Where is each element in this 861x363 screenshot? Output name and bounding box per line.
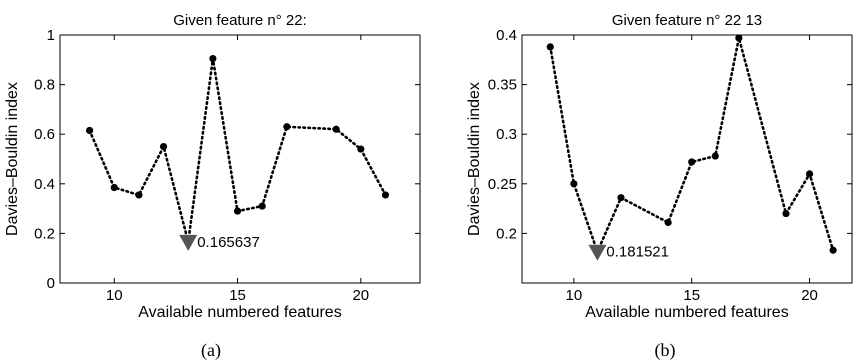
data-point bbox=[159, 143, 168, 151]
y-tick-label: 0.4 bbox=[496, 27, 517, 44]
y-tick-label: 0.35 bbox=[488, 77, 517, 94]
panel-a: Given feature n° 22: 10 15 20 0 0.2 0.4 0.6 0.8 1… bbox=[4, 12, 421, 361]
data-point bbox=[782, 209, 790, 218]
x-axis-label: Available numbered features bbox=[585, 304, 788, 321]
data-point bbox=[711, 152, 719, 160]
plot-frame bbox=[521, 34, 853, 284]
y-tick-label: 0.2 bbox=[34, 225, 55, 242]
data-point bbox=[735, 34, 743, 42]
data-point bbox=[283, 123, 291, 131]
data-point bbox=[829, 246, 837, 254]
data-point bbox=[110, 183, 118, 192]
y-tick-label: 0 bbox=[47, 275, 55, 292]
data-point bbox=[664, 218, 672, 227]
x-axis-label: Available numbered features bbox=[138, 304, 341, 321]
y-tick-label: 1 bbox=[47, 27, 55, 44]
plot-frame bbox=[59, 34, 421, 284]
y-tick-label: 0.3 bbox=[496, 126, 517, 143]
x-tick-label: 15 bbox=[229, 287, 246, 304]
data-point bbox=[85, 126, 94, 135]
data-point bbox=[332, 125, 340, 133]
data-point bbox=[357, 145, 365, 153]
data-point bbox=[688, 158, 696, 166]
x-tick-label: 10 bbox=[106, 287, 123, 304]
data-point bbox=[209, 54, 217, 63]
data-point bbox=[233, 207, 242, 215]
min-marker bbox=[179, 234, 198, 251]
data-point bbox=[570, 180, 578, 188]
y-axis-label: Davies–Bouldin index bbox=[4, 82, 21, 236]
y-tick-label: 0.4 bbox=[34, 176, 55, 193]
y-tick-label: 0.2 bbox=[496, 225, 517, 242]
data-point bbox=[617, 194, 625, 202]
x-tick-label: 15 bbox=[683, 287, 700, 304]
min-value-label: 0.181521 bbox=[606, 244, 669, 261]
data-point bbox=[546, 43, 554, 51]
panel-caption: (b) bbox=[655, 340, 676, 361]
x-tick-label: 10 bbox=[566, 287, 583, 304]
data-point bbox=[258, 202, 266, 210]
chart-title: Given feature n° 22: bbox=[173, 12, 307, 29]
min-marker bbox=[588, 244, 607, 261]
data-point bbox=[135, 191, 143, 199]
chart-title: Given feature n° 22 13 bbox=[612, 12, 762, 29]
y-tick-label: 0.25 bbox=[488, 176, 517, 193]
y-tick-label: 0.8 bbox=[34, 77, 55, 94]
panel-b: Given feature n° 22 13 10 15 20 0.2 0.25 0.3 0.… bbox=[466, 12, 853, 361]
x-tick-label: 20 bbox=[801, 287, 818, 304]
data-point bbox=[381, 191, 390, 199]
x-tick-label: 20 bbox=[352, 287, 369, 304]
min-value-label: 0.165637 bbox=[197, 234, 260, 251]
y-axis-label: Davies–Bouldin index bbox=[466, 82, 483, 236]
data-point bbox=[805, 170, 814, 178]
panel-caption: (a) bbox=[201, 340, 221, 361]
series-line bbox=[548, 37, 835, 256]
y-tick-label: 0.6 bbox=[34, 126, 55, 143]
